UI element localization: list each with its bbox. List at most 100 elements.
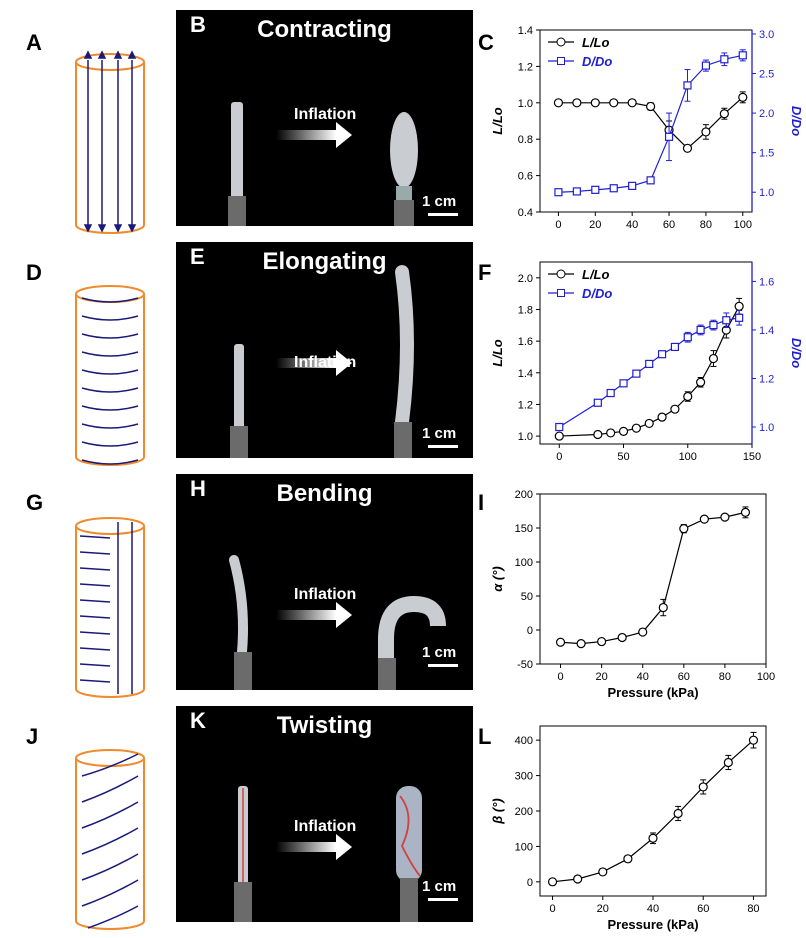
data-point [628, 181, 637, 190]
y-tick-label: 1.6 [518, 336, 533, 348]
x-tick-label: 40 [647, 903, 659, 915]
fiber-arrows [81, 297, 139, 465]
x-tick-label: 20 [597, 903, 609, 915]
data-point [699, 514, 709, 524]
y2-tick-label: 2.0 [759, 108, 774, 120]
data-point [553, 98, 564, 108]
y2-tick-label: 1.6 [759, 276, 774, 288]
data-point [606, 388, 615, 398]
tube-outline [75, 517, 145, 698]
y2-tick-label: 1.5 [759, 148, 774, 160]
inflation-label: Inflation [294, 818, 357, 835]
data-point [670, 404, 680, 414]
panel-label-a: A [26, 30, 42, 55]
chart-contracting: 0 20 40 60 80 100 0.4 0.6 0.8 1.0 1.2 1.4 1.0 1.5 2.0 2… [490, 25, 804, 231]
schematic-twisting [75, 749, 145, 930]
data-point [638, 627, 648, 637]
data-point [554, 188, 563, 197]
x-tick-label: 60 [663, 219, 675, 231]
data-point [555, 637, 566, 647]
y-axis-label: β (°) [490, 798, 505, 825]
x-tick-label: 80 [719, 671, 731, 683]
data-point [664, 132, 674, 141]
chart-elongating: 0 50 100 150 1.0 1.2 1.4 1.6 1.8 2.0 1.0 1.2 1.4 1.6 L… [490, 261, 804, 463]
data-point [646, 176, 655, 185]
data-point [644, 418, 654, 429]
figure-row-bending: G H Bending Inflation 1 cm [0, 474, 806, 706]
data-point [627, 98, 637, 108]
panel-label-g: G [26, 490, 44, 515]
data-point [593, 398, 602, 407]
fiber-arrows [79, 522, 133, 694]
data-point [590, 98, 600, 108]
scale-bar [428, 445, 458, 448]
x-tick-label: 0 [557, 671, 563, 683]
data-point [709, 320, 718, 330]
panel-label-k: K [190, 708, 206, 733]
fiber-arrows [81, 753, 139, 929]
actuator-illustration [230, 265, 414, 458]
scale-label: 1 cm [422, 193, 457, 210]
panel-label-j: J [26, 724, 39, 749]
y2-tick-label: 3.0 [759, 29, 774, 41]
data-point [576, 639, 586, 649]
tube-outline [75, 749, 145, 930]
data-point [701, 61, 711, 70]
data-point [720, 512, 730, 522]
data-point [631, 423, 641, 433]
data-point [609, 184, 618, 193]
data-point [708, 353, 719, 364]
legend-marker [556, 37, 566, 47]
data-point [734, 301, 744, 311]
data-point [679, 524, 689, 534]
y-tick-label: 1.2 [518, 61, 533, 73]
photo-title: Contracting [257, 16, 392, 43]
y-tick-label: 0 [527, 625, 533, 637]
y2-tick-label: 1.4 [759, 325, 774, 337]
y-tick-label: 0 [527, 877, 533, 889]
y-tick-label: 1.0 [518, 98, 533, 110]
data-point [617, 632, 627, 643]
chart-twisting: 0 20 40 60 80 0 100 200 300 400 β (°) Pressure (kPa… [490, 725, 767, 932]
y-tick-label: 100 [515, 557, 533, 569]
x-tick-label: 80 [747, 903, 759, 915]
data-point [619, 379, 628, 388]
y-tick-label: 100 [515, 841, 533, 853]
y-tick-label: 2.0 [518, 273, 533, 285]
data-point [591, 185, 600, 194]
photo-elongating: E Elongating Inflation 1 cm [176, 242, 473, 458]
x-tick-label: 100 [757, 671, 775, 683]
x-tick-label: 40 [626, 219, 638, 231]
data-point [735, 313, 744, 322]
legend-label: L/Lo [582, 35, 609, 50]
series-line [560, 511, 746, 645]
inflation-label: Inflation [294, 106, 357, 123]
inflation-label: Inflation [294, 354, 357, 371]
y-tick-label: 150 [515, 523, 533, 535]
panel-label-c: C [478, 30, 494, 55]
plot-frame [539, 261, 753, 445]
data-point [609, 98, 619, 108]
x-axis-label: Pressure (kPa) [607, 917, 698, 932]
legend-marker [556, 269, 566, 279]
y-axis-label: L/Lo [490, 339, 505, 366]
photo-twisting: K Twisting Inflation 1 cm [176, 706, 473, 922]
y-tick-label: 50 [521, 591, 533, 603]
data-point [738, 51, 747, 60]
panel-label-e: E [190, 244, 205, 269]
panel-label-f: F [478, 260, 492, 285]
y-tick-label: 1.0 [518, 431, 533, 443]
data-point [632, 369, 641, 378]
data-point [682, 143, 693, 153]
scale-label: 1 cm [422, 878, 457, 895]
y-tick-label: 0.6 [518, 171, 533, 183]
data-point [593, 429, 603, 440]
chart-bending: 0 20 40 60 80 100 -50 0 50 100 150 200 α (°) Pressure… [490, 489, 775, 700]
plot-frame [539, 493, 767, 665]
panel-label-b: B [190, 12, 206, 37]
data-point [738, 92, 748, 102]
y-tick-label: 400 [515, 735, 533, 747]
x-tick-label: 60 [678, 671, 690, 683]
x-tick-label: 50 [617, 451, 629, 463]
actuator-illustration [234, 786, 422, 922]
